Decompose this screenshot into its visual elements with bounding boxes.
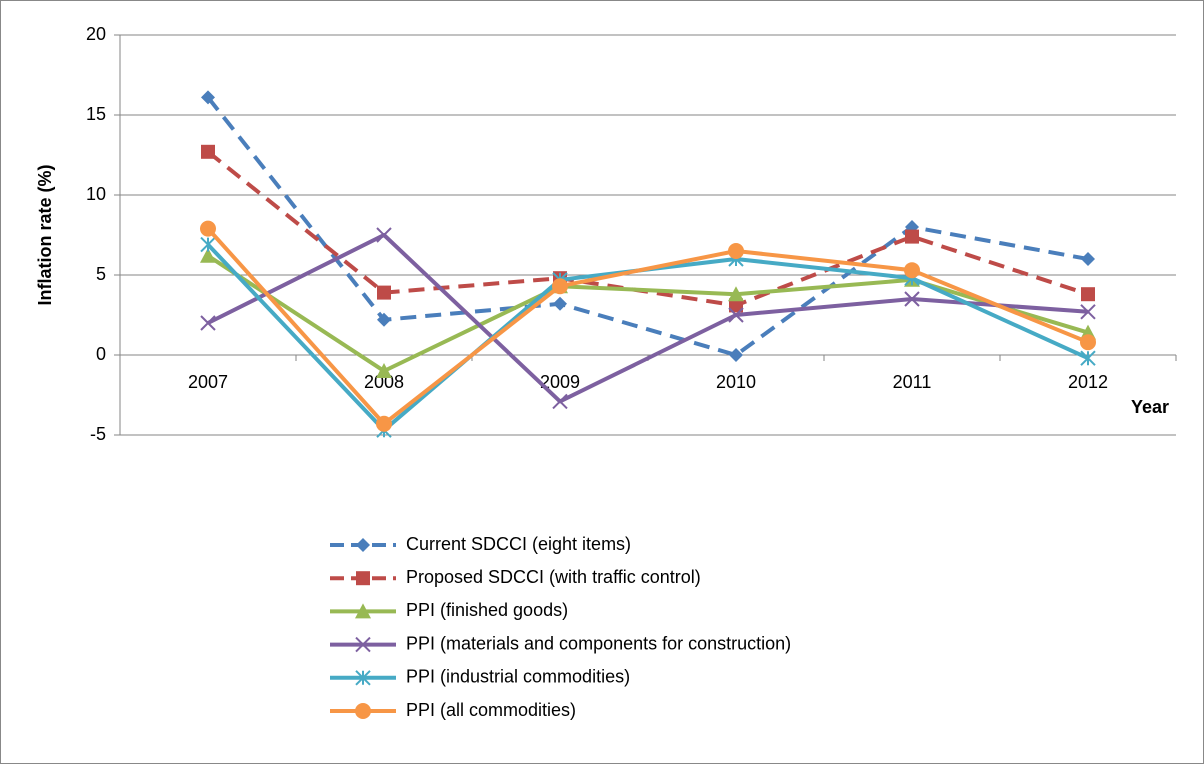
x-axis-label: Year [1131, 397, 1169, 417]
legend-label: PPI (industrial commodities) [406, 667, 630, 687]
data-point [1080, 350, 1096, 366]
legend-marker [355, 703, 371, 719]
x-tick-label: 2009 [540, 372, 580, 392]
x-tick-label: 2012 [1068, 372, 1108, 392]
series-line [207, 233, 1089, 404]
legend-marker [355, 670, 371, 686]
x-tick-label: 2008 [364, 372, 404, 392]
data-point [200, 220, 216, 237]
legend-label: Current SDCCI (eight items) [406, 534, 631, 554]
legend-marker [356, 571, 370, 586]
data-point [200, 236, 216, 253]
data-point [201, 144, 215, 159]
series-line [206, 150, 1089, 308]
y-tick-label: 10 [86, 184, 106, 204]
data-point [552, 278, 568, 295]
x-tick-label: 2010 [716, 372, 756, 392]
data-point [376, 415, 392, 432]
legend-label: PPI (all commodities) [406, 700, 576, 720]
data-point [377, 285, 391, 300]
data-point [905, 229, 919, 244]
data-point [1081, 252, 1095, 266]
data-point [1080, 334, 1096, 351]
data-point [1081, 287, 1095, 302]
data-point [728, 286, 744, 302]
data-point [729, 348, 743, 362]
y-tick-label: 15 [86, 104, 106, 124]
legend-label: PPI (materials and components for constr… [406, 633, 791, 653]
data-point [376, 363, 392, 378]
data-point [904, 291, 920, 307]
data-point [728, 307, 744, 323]
data-point [1080, 304, 1096, 320]
legend-label: PPI (finished goods) [406, 600, 568, 620]
series-line [206, 227, 1089, 426]
y-axis-label: Inflation rate (%) [35, 164, 55, 305]
series-line [206, 96, 1089, 357]
y-tick-label: -5 [90, 424, 106, 444]
data-point [377, 312, 391, 327]
data-point [201, 90, 215, 105]
data-point [200, 247, 216, 263]
legend-marker [355, 636, 371, 653]
y-tick-label: 0 [96, 344, 106, 364]
data-point [728, 243, 744, 259]
data-point [200, 315, 216, 331]
legend-label: Proposed SDCCI (with traffic control) [406, 567, 701, 587]
data-point [376, 227, 392, 243]
x-tick-label: 2011 [893, 372, 932, 392]
data-point [552, 393, 568, 410]
y-tick-label: 20 [86, 24, 106, 44]
data-point [904, 262, 920, 279]
x-tick-label: 2007 [188, 372, 228, 392]
legend-marker [356, 538, 370, 552]
data-point [553, 296, 567, 311]
data-point [729, 298, 743, 313]
series-line [206, 254, 1089, 373]
legend-marker [355, 603, 371, 619]
y-tick-label: 5 [96, 264, 106, 284]
